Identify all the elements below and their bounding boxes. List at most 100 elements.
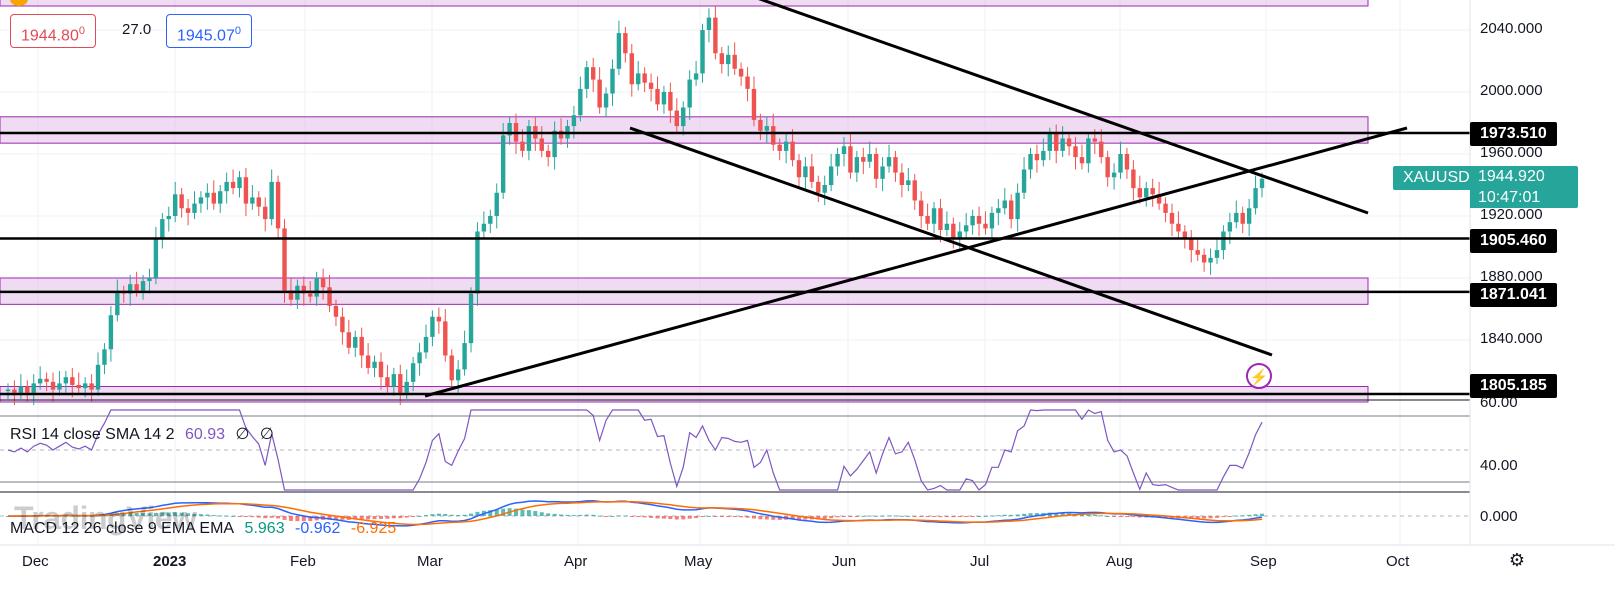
macd-histogram-bar xyxy=(758,516,763,520)
candle-body xyxy=(796,160,802,178)
candle-body xyxy=(790,141,795,161)
macd-histogram-bar xyxy=(597,515,602,517)
candle-body xyxy=(250,197,255,204)
macd-histogram-bar xyxy=(231,515,236,517)
macd-histogram-bar xyxy=(546,513,551,516)
ask-price-button[interactable]: 1945.070 xyxy=(166,14,252,48)
candle-body xyxy=(539,138,544,151)
candle-body xyxy=(1169,212,1175,224)
candle-body xyxy=(545,150,551,158)
macd-histogram-bar xyxy=(1260,513,1264,516)
candle-body xyxy=(70,377,75,385)
level-tag-1871[interactable]: 1871.041 xyxy=(1470,283,1557,307)
macd-histogram-bar xyxy=(166,512,171,516)
macd-histogram-bar xyxy=(584,514,589,516)
candle-body xyxy=(391,374,397,387)
macd-histogram-bar xyxy=(462,514,467,516)
support-resistance-zones xyxy=(0,0,1369,403)
macd-histogram-bar xyxy=(861,515,866,517)
tradingview-watermark: TradingView xyxy=(14,500,197,536)
macd-histogram-bar xyxy=(121,512,126,516)
candle-body xyxy=(610,68,615,94)
macd-histogram-bar xyxy=(1028,513,1033,516)
macd-histogram-bar xyxy=(1086,514,1091,516)
level-tag-1973[interactable]: 1973.510 xyxy=(1470,122,1557,146)
rsi-legend[interactable]: RSI 14 close SMA 14 2 60.93 ∅ ∅ xyxy=(10,424,280,444)
macd-histogram-bar xyxy=(501,508,506,516)
candle-body xyxy=(31,383,36,393)
macd-histogram-bar xyxy=(411,516,416,517)
macd-histogram-bar xyxy=(83,515,88,517)
candle-body xyxy=(597,79,602,108)
level-tag-1905[interactable]: 1905.460 xyxy=(1470,229,1557,253)
candle-body xyxy=(1240,212,1245,224)
macd-histogram-bar xyxy=(977,515,982,517)
trend-line xyxy=(424,126,1408,398)
candle-body xyxy=(861,157,866,162)
candle-body xyxy=(1137,188,1143,198)
candle-body xyxy=(726,54,731,65)
macd-histogram-bar xyxy=(591,514,596,516)
level-tag-1805[interactable]: 1805.185 xyxy=(1470,374,1557,398)
time-tick: Aug xyxy=(1106,553,1133,570)
candle-body xyxy=(771,126,776,145)
candle-body xyxy=(301,285,307,294)
rsi-line xyxy=(7,409,1263,492)
candle-body xyxy=(1047,133,1052,151)
macd-histogram-bar xyxy=(1195,516,1200,519)
macd-histogram-bar xyxy=(301,516,306,522)
candle-body xyxy=(115,291,120,316)
macd-histogram-bar xyxy=(398,516,403,519)
macd-histogram-bar xyxy=(642,516,647,518)
flash-icon[interactable]: ⚡ xyxy=(1246,363,1272,389)
candle-body xyxy=(500,135,506,193)
macd-histogram-bar xyxy=(366,516,371,520)
candle-body xyxy=(18,386,24,393)
candle-body xyxy=(1150,188,1155,195)
candle-body xyxy=(218,191,223,204)
time-tick: Feb xyxy=(290,553,316,570)
candle-body xyxy=(333,305,339,317)
candle-body xyxy=(803,166,808,178)
candle-body xyxy=(906,180,911,185)
macd-histogram-bar xyxy=(687,516,692,519)
candle-body xyxy=(783,141,789,151)
bid-price-button[interactable]: 1944.800 xyxy=(10,14,96,48)
macd-histogram-bar xyxy=(739,516,744,518)
candle-body xyxy=(758,119,763,131)
macd-histogram-bar xyxy=(829,516,834,519)
macd-histogram-bar xyxy=(141,513,146,516)
time-tick: Dec xyxy=(22,553,49,570)
candle-body xyxy=(1118,154,1123,173)
candle-body xyxy=(1214,250,1220,258)
candle-body xyxy=(417,352,422,364)
macd-histogram-bar xyxy=(89,516,94,517)
macd-histogram-bar xyxy=(160,512,165,516)
macd-histogram-bar xyxy=(134,512,139,516)
macd-histogram-bar xyxy=(694,516,699,519)
macd-histogram-bar xyxy=(205,514,210,516)
rsi-axis-60: 60.00 xyxy=(1480,394,1518,411)
candle-body xyxy=(642,73,647,83)
macd-histogram-bar xyxy=(636,516,641,517)
macd-legend[interactable]: MACD 12 26 close 9 EMA EMA 5.963 -0.962 … xyxy=(10,520,402,538)
candle-body xyxy=(153,239,159,278)
macd-histogram-bar xyxy=(1124,516,1129,517)
macd-histogram-bar xyxy=(912,516,917,517)
macd-histogram-bar xyxy=(378,516,383,519)
candle-body xyxy=(263,206,268,220)
macd-title: MACD 12 26 close 9 EMA EMA xyxy=(10,520,235,537)
macd-histogram-bar xyxy=(732,516,737,517)
macd-histogram-bar xyxy=(1112,516,1117,517)
macd-histogram-bar xyxy=(1118,516,1123,517)
candle-body xyxy=(173,194,178,216)
macd-histogram-bar xyxy=(436,513,441,516)
macd-histogram-bar xyxy=(880,515,885,517)
settings-gear-icon[interactable]: ⚙ xyxy=(1508,550,1526,570)
macd-histogram-bar xyxy=(751,516,756,519)
candle-body xyxy=(835,154,840,167)
macd-histogram-bar xyxy=(674,516,679,520)
candle-body xyxy=(996,208,1001,213)
macd-histogram-bar xyxy=(951,516,956,518)
